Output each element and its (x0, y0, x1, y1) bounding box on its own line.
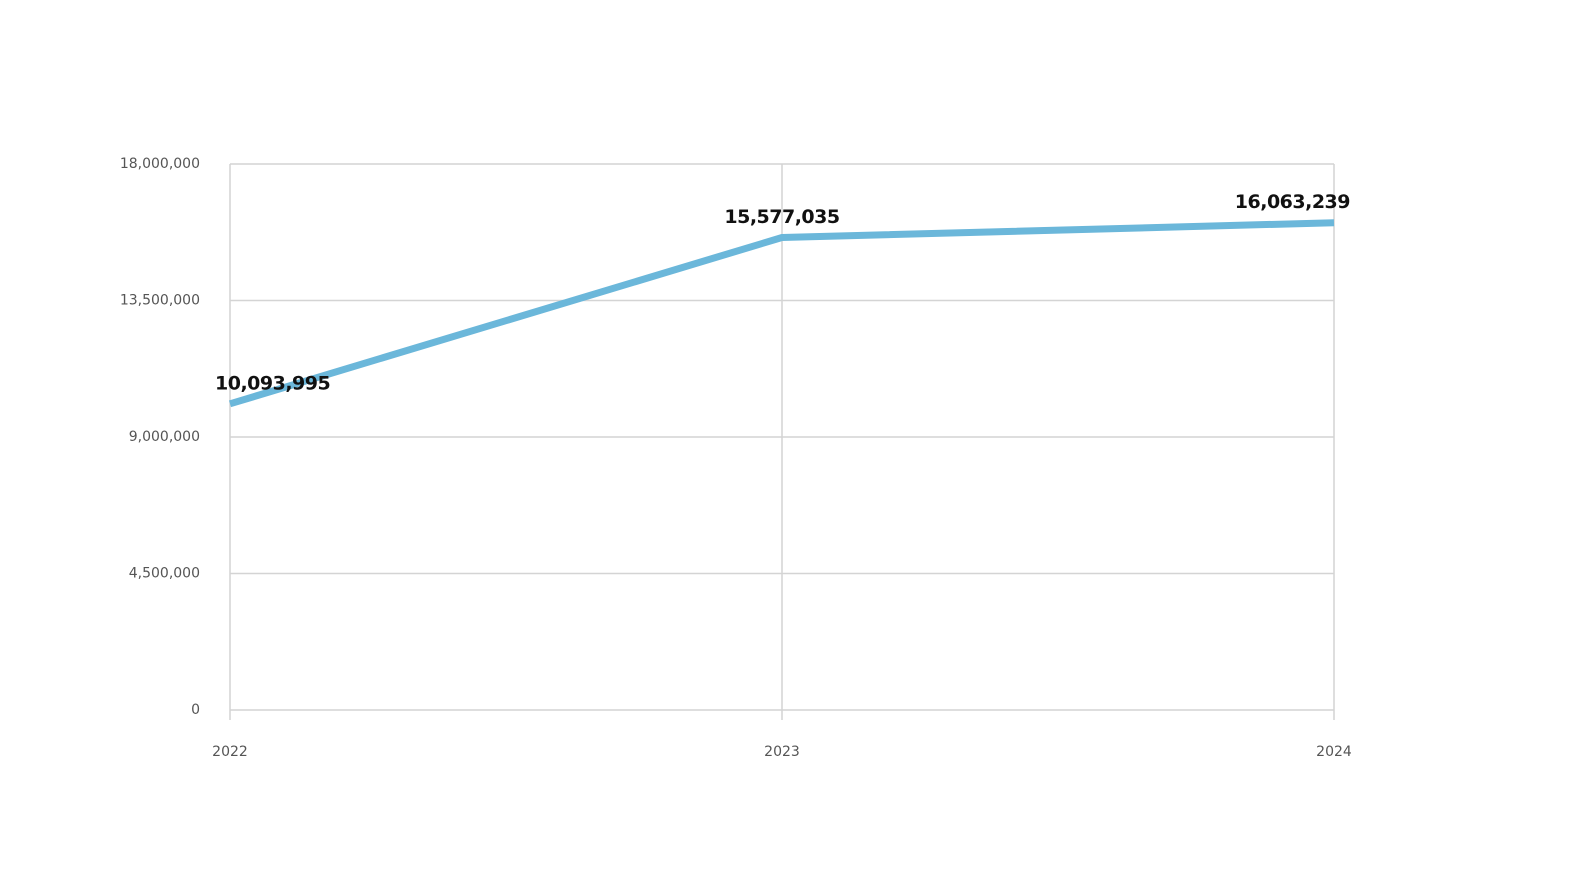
y-tick-label: 0 (191, 702, 200, 718)
data-label: 10,093,995 (215, 372, 330, 394)
y-tick-label: 18,000,000 (120, 156, 200, 172)
data-label: 16,063,239 (1235, 191, 1350, 213)
data-line (228, 219, 1335, 408)
x-tick-label: 2023 (764, 744, 800, 760)
y-tick-label: 13,500,000 (120, 293, 200, 309)
y-tick-label: 4,500,000 (129, 566, 200, 582)
x-tick-label: 2024 (1316, 744, 1352, 760)
x-tick-label: 2022 (212, 744, 248, 760)
data-label: 15,577,035 (724, 206, 839, 228)
y-tick-label: 9,000,000 (129, 429, 200, 445)
